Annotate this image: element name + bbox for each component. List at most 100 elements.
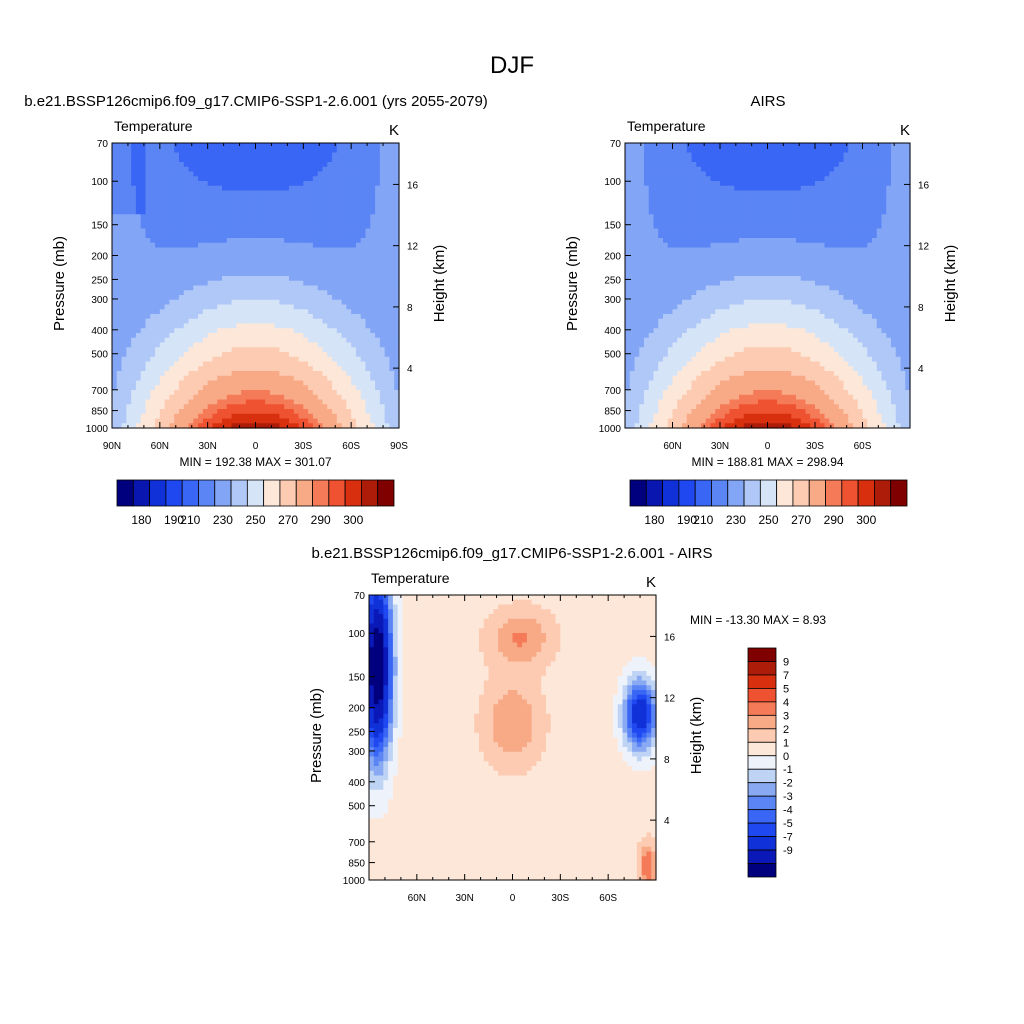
field-cell [705,299,712,306]
field-cell [150,157,156,163]
field-cell [164,418,170,424]
field-cell [140,304,147,310]
field-cell [365,242,371,249]
field-cell [284,171,290,177]
field-cell [394,162,400,168]
field-cell [625,380,631,386]
field-cell [379,371,386,377]
field-cell [112,261,118,268]
field-cell [212,276,218,282]
field-cell [198,228,204,234]
field-cell [653,257,659,263]
field-cell [183,200,190,206]
field-cell [131,413,137,420]
field-cell [648,413,655,420]
field-cell [112,309,118,315]
field-cell [126,171,132,177]
field-cell [360,375,367,382]
field-cell [312,304,319,310]
field-cell [217,162,223,168]
field-cell [193,176,199,182]
field-cell [188,223,194,230]
field-cell [226,304,233,310]
field-cell [701,214,707,220]
field-cell [231,380,237,386]
field-cell [705,404,712,410]
field-cell [384,361,391,367]
field-cell [226,333,233,339]
field-cell [355,247,362,253]
field-cell [284,337,290,344]
field-cell [241,257,247,263]
field-cell [250,314,257,320]
field-cell [174,366,180,372]
colorbar-swatch [149,479,167,507]
field-cell [677,257,683,263]
field-cell [193,290,199,296]
field-cell [298,295,304,301]
field-cell [284,238,290,244]
field-cell [308,314,314,320]
field-cell [365,409,371,415]
field-cell [188,209,194,215]
field-cell [198,366,204,372]
field-cell [710,328,716,334]
field-cell [644,166,650,173]
field-cell [140,195,147,201]
field-cell [245,328,252,334]
field-cell [131,352,137,358]
field-cell [183,333,190,339]
field-cell [298,209,304,215]
field-cell [193,342,199,348]
field-cell [355,423,362,429]
field-cell [667,242,674,249]
field-cell [140,418,147,424]
field-cell [370,352,376,358]
field-cell [145,328,151,334]
panel-title: b.e21.BSSP126cmip6.f09_g17.CMIP6-SSP1-2.… [24,93,488,110]
field-cell [274,323,281,329]
field-cell [188,318,194,325]
field-cell [394,314,400,320]
field-cell [288,423,295,429]
field-cell [639,276,645,282]
field-cell [644,195,650,201]
field-cell [696,423,702,429]
field-cell [705,271,712,277]
field-cell [284,261,290,268]
field-cell [222,342,228,348]
field-cell [327,404,333,410]
field-cell [140,347,147,353]
field-cell [274,390,281,396]
field-cell [360,214,367,220]
field-cell [389,413,395,420]
field-cell [260,423,266,429]
field-cell [389,261,395,268]
field-cell [174,361,180,367]
field-cell [705,333,712,339]
field-cell [303,371,309,377]
field-cell [648,166,655,173]
field-cell [178,266,185,272]
field-cell [639,309,645,315]
field-cell [155,195,161,201]
field-cell [715,223,721,230]
field-cell [222,352,228,358]
field-cell [212,323,218,329]
field-cell [648,162,655,168]
field-cell [279,238,285,244]
field-cell [140,271,147,277]
field-cell [198,280,204,287]
field-cell [322,318,328,325]
field-cell [355,157,362,163]
field-cell [639,385,645,391]
field-cell [207,204,214,211]
field-cell [308,285,314,291]
field-cell [198,290,204,296]
field-cell [298,385,304,391]
field-cell [207,195,214,201]
field-cell [169,394,175,401]
field-cell [260,299,266,306]
field-cell [360,271,367,277]
field-cell [317,181,324,187]
